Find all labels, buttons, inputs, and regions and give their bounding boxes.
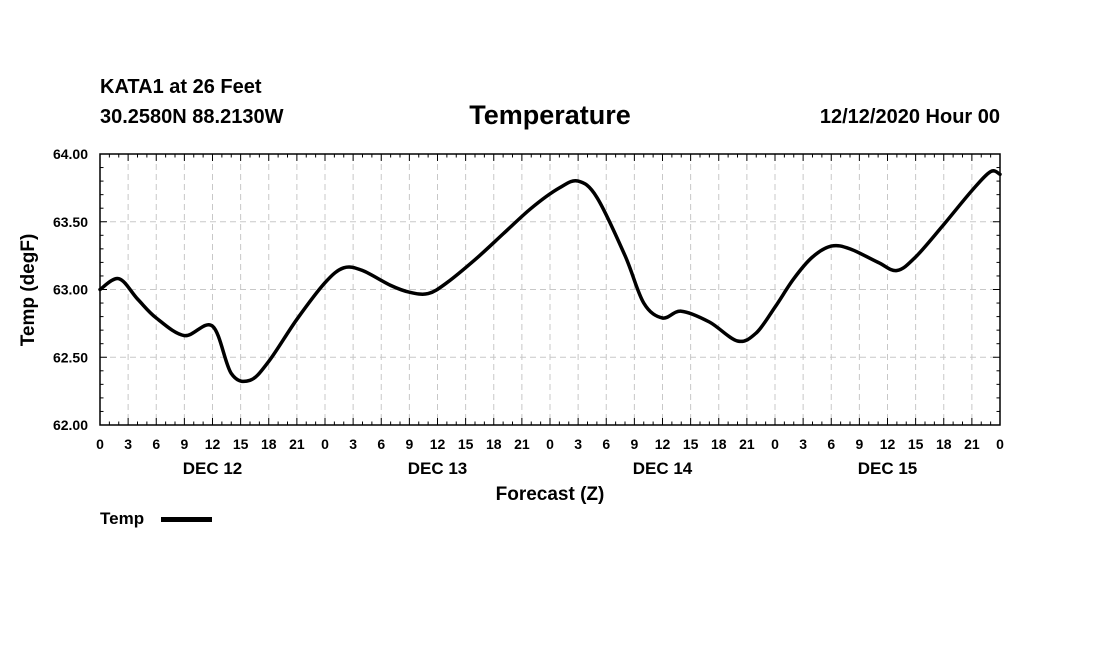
- x-tick-label: 0: [771, 436, 779, 452]
- station-name: KATA1 at 26 Feet: [100, 76, 262, 98]
- x-tick-label: 9: [630, 436, 638, 452]
- station-coordinates: 30.2580N 88.2130W: [100, 106, 284, 128]
- x-tick-label: 0: [546, 436, 554, 452]
- axis-ticks: [99, 153, 1001, 426]
- x-tick-label: 21: [289, 436, 305, 452]
- x-tick-label: 9: [180, 436, 188, 452]
- x-tick-label: 12: [655, 436, 671, 452]
- x-tick-label: 3: [574, 436, 582, 452]
- y-tick-label: 62.00: [53, 417, 88, 433]
- x-tick-label: 6: [377, 436, 385, 452]
- x-tick-label: 15: [458, 436, 474, 452]
- x-tick-label: 0: [996, 436, 1004, 452]
- grid: [100, 154, 1000, 425]
- y-tick-label: 64.00: [53, 146, 88, 162]
- x-tick-label: 0: [96, 436, 104, 452]
- x-tick-label: 21: [514, 436, 530, 452]
- chart-title: Temperature: [469, 100, 631, 130]
- x-tick-label: 18: [936, 436, 952, 452]
- x-tick-label: 6: [827, 436, 835, 452]
- day-label: DEC 14: [633, 459, 693, 478]
- x-tick-label: 21: [964, 436, 980, 452]
- legend-label: Temp: [100, 509, 145, 528]
- x-tick-label: 15: [233, 436, 249, 452]
- x-tick-label: 12: [880, 436, 896, 452]
- x-tick-label: 0: [321, 436, 329, 452]
- x-tick-label: 12: [205, 436, 221, 452]
- legend-line-swatch: [161, 517, 212, 522]
- x-tick-label: 6: [152, 436, 160, 452]
- run-time: 12/12/2020 Hour 00: [819, 106, 1000, 128]
- x-tick-label: 3: [124, 436, 132, 452]
- x-tick-label: 3: [799, 436, 807, 452]
- x-tick-label: 9: [855, 436, 863, 452]
- y-tick-label: 63.00: [53, 282, 88, 298]
- x-axis-tick-labels: 0 3 6 9 12 15 18 21 0 3 6 9 12 15 18 21 0 3 6 9 12 15 18 21 0 3 6 9…: [96, 436, 1004, 452]
- y-axis-title: Temp (degF): [18, 234, 39, 347]
- x-tick-label: 15: [908, 436, 924, 452]
- x-tick-label: 12: [430, 436, 446, 452]
- x-tick-label: 6: [602, 436, 610, 452]
- day-labels: DEC 12 DEC 13 DEC 14 DEC 15: [183, 459, 918, 478]
- x-tick-label: 9: [405, 436, 413, 452]
- y-axis-tick-labels: 62.00 62.50 63.00 63.50 64.00: [53, 146, 88, 433]
- day-label: DEC 15: [858, 459, 918, 478]
- y-tick-label: 63.50: [53, 214, 88, 230]
- x-tick-label: 18: [486, 436, 502, 452]
- day-label: DEC 13: [408, 459, 468, 478]
- x-tick-label: 18: [261, 436, 277, 452]
- x-tick-label: 21: [739, 436, 755, 452]
- day-label: DEC 12: [183, 459, 243, 478]
- x-tick-label: 15: [683, 436, 699, 452]
- x-tick-label: 3: [349, 436, 357, 452]
- x-tick-label: 18: [711, 436, 727, 452]
- x-axis-title: Forecast (Z): [496, 484, 605, 505]
- temp-series-line: [98, 169, 1002, 384]
- y-tick-label: 62.50: [53, 349, 88, 365]
